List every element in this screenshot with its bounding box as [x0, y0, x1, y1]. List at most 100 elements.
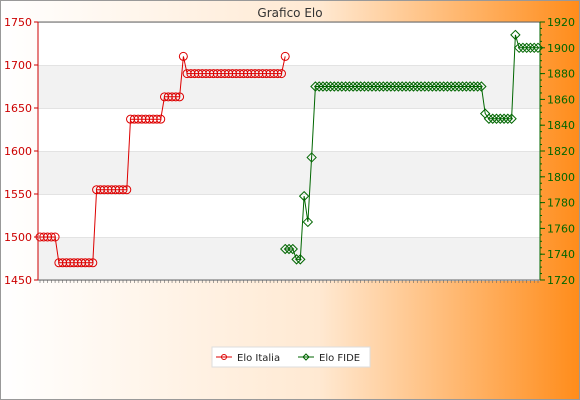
y-right-tick-label: 1820 [547, 145, 575, 158]
y-axis-right: 1720 1740 1760 1780 1800 1820 1840 1860 1880 1900… [539, 16, 575, 287]
data-point [438, 81, 449, 92]
data-point [446, 81, 457, 92]
data-point [517, 42, 529, 54]
data-point [513, 42, 525, 54]
legend-marker-fide [302, 353, 310, 361]
y-left-tick-label: 1750 [4, 16, 32, 29]
data-point [88, 258, 98, 268]
data-point [171, 92, 181, 102]
data-point [430, 81, 442, 92]
y-right-tick-label: 1740 [547, 248, 575, 261]
data-point [363, 81, 374, 92]
data-point [321, 81, 332, 92]
data-point [521, 42, 532, 54]
data-point [175, 92, 185, 102]
plot-band [38, 151, 540, 194]
data-point [393, 81, 404, 92]
data-point [525, 42, 536, 54]
data-point [310, 81, 321, 92]
data-point [472, 81, 483, 92]
data-point [291, 254, 302, 265]
data-point [347, 81, 359, 92]
data-point [287, 243, 298, 255]
y-right-tick-label: 1720 [547, 274, 575, 287]
y-right-tick-label: 1880 [547, 68, 575, 81]
y-left-tick-label: 1450 [4, 274, 32, 287]
data-point [302, 216, 314, 228]
data-point [532, 42, 544, 54]
data-point [355, 81, 366, 92]
data-point [276, 69, 286, 79]
data-point [396, 81, 408, 92]
data-point [476, 81, 487, 92]
y-right-tick-label: 1860 [547, 93, 575, 106]
data-point [510, 29, 521, 41]
data-point [280, 51, 290, 61]
data-point [344, 81, 355, 92]
data-point [415, 81, 427, 92]
data-point [487, 113, 498, 124]
data-point [178, 51, 188, 61]
data-point [434, 81, 446, 92]
data-point [152, 114, 162, 124]
data-point [408, 81, 419, 92]
y-right-tick-label: 1900 [547, 42, 575, 55]
data-point [423, 81, 434, 92]
data-point [351, 81, 363, 92]
data-point [529, 42, 540, 54]
data-point [283, 243, 295, 255]
legend-marker-italia [221, 354, 227, 360]
legend-marker-shape [221, 354, 227, 360]
data-point [295, 254, 306, 265]
data-point [442, 81, 453, 92]
data-point [118, 185, 128, 195]
y-left-tick-label: 1700 [4, 59, 32, 72]
data-point [400, 81, 412, 92]
y-axis-left: 1450 1500 1550 1600 1650 1700 1750 [4, 16, 39, 287]
y-right-tick-label: 1840 [547, 119, 575, 132]
y-right-tick-label: 1780 [547, 197, 575, 210]
x-axis [38, 279, 540, 283]
y-right-tick-label: 1760 [547, 222, 575, 235]
data-point [317, 81, 329, 92]
data-point [412, 81, 423, 92]
data-point [404, 81, 415, 92]
data-point [359, 81, 370, 92]
data-point [84, 258, 94, 268]
data-point [378, 81, 389, 92]
data-point [419, 81, 431, 92]
data-point [506, 113, 517, 124]
y-left-tick-label: 1650 [4, 102, 32, 115]
data-point [457, 81, 468, 92]
y-right-tick-label: 1920 [547, 16, 575, 29]
data-point [374, 81, 385, 92]
legend-label-italia: Elo Italia [237, 353, 280, 364]
data-point [306, 152, 317, 163]
data-point [385, 81, 397, 92]
data-point [332, 81, 344, 92]
data-point [453, 81, 464, 92]
data-point [427, 81, 438, 92]
chart-title: Grafico Elo [257, 6, 322, 20]
data-point [156, 114, 166, 124]
data-point [313, 81, 325, 92]
data-point [461, 81, 472, 92]
y-left-tick-label: 1500 [4, 231, 32, 244]
data-point [491, 113, 502, 124]
y-right-tick-label: 1800 [547, 171, 575, 184]
legend-box [211, 346, 371, 368]
data-point [498, 113, 510, 124]
data-point [370, 81, 381, 92]
series-elo-italia [35, 51, 290, 268]
data-point [325, 81, 336, 92]
series-elo-fide [280, 29, 544, 265]
legend: Elo Italia Elo FIDE [211, 346, 371, 368]
data-point [329, 81, 340, 92]
data-point [280, 243, 291, 255]
data-point [366, 81, 378, 92]
data-point [449, 81, 461, 92]
data-point [50, 232, 60, 242]
data-point [464, 81, 476, 92]
legend-label-fide: Elo FIDE [319, 353, 360, 364]
